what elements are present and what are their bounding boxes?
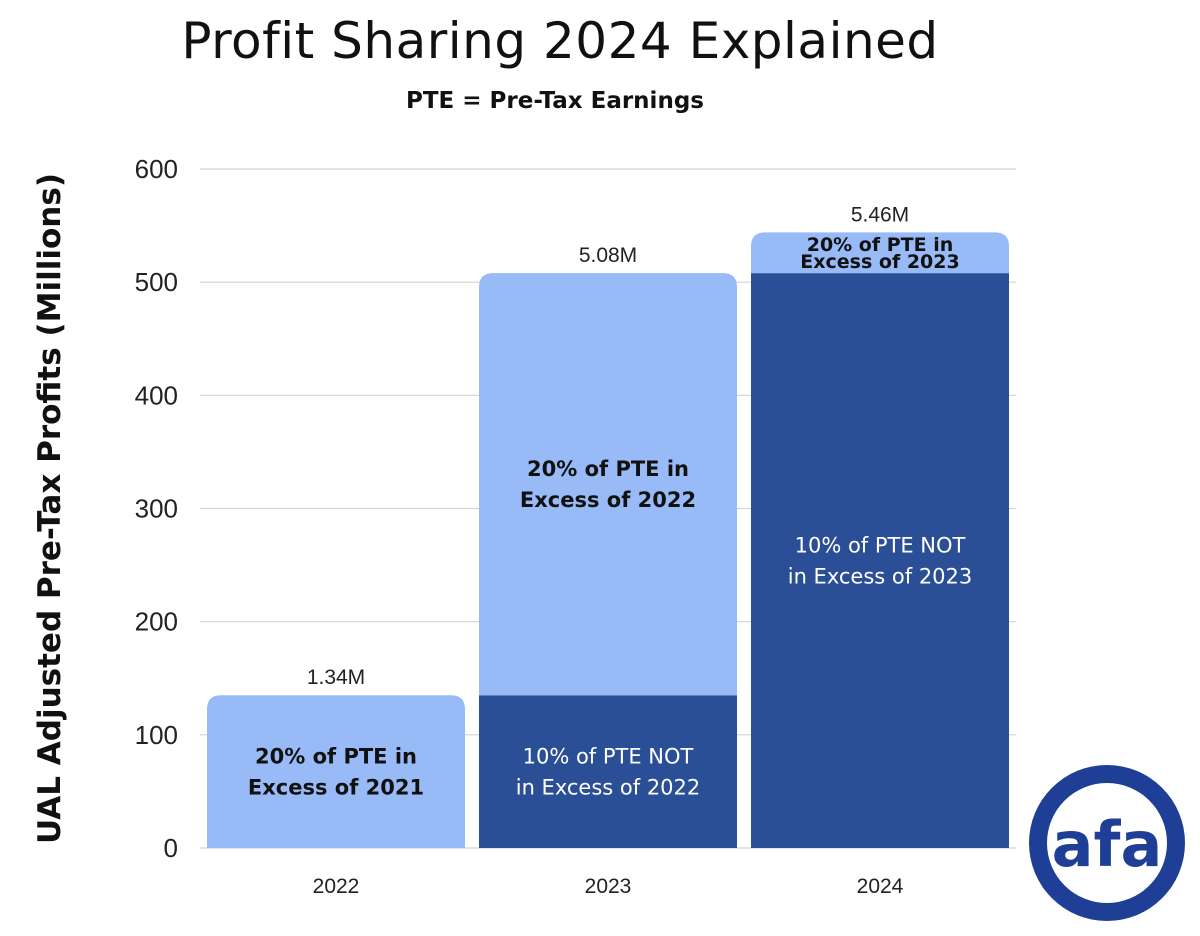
segment-label: 20% of PTE in [527,457,689,481]
segment-label: in Excess of 2022 [516,776,701,800]
x-tick-label: 2024 [857,875,904,898]
bar-segment [751,273,1009,848]
segment-label: 10% of PTE NOT [523,745,694,769]
y-tick-label: 300 [135,494,178,524]
y-axis-title: UAL Adjusted Pre-Tax Profits (Millions) [32,173,68,844]
logo-text: afa [1052,808,1163,881]
y-tick-label: 0 [164,833,178,863]
bar-segment [207,695,465,848]
bar-segment [479,695,737,848]
bar-segment [479,273,737,696]
chart-subtitle: PTE = Pre-Tax Earnings [406,88,704,114]
y-tick-label: 600 [135,154,178,184]
segment-label: Excess of 2023 [800,251,959,273]
bar-segment [751,232,1009,274]
segment-label: Excess of 2022 [520,488,696,512]
y-tick-label: 200 [135,607,178,637]
logo-badge [1029,765,1185,921]
y-tick-label: 500 [135,267,178,297]
bar-total-label: 1.34M [307,666,365,689]
segment-label: 10% of PTE NOT [795,534,966,558]
segment-label: 20% of PTE in [807,234,954,256]
segment-label: 20% of PTE in [255,745,417,769]
x-tick-label: 2023 [585,875,632,898]
segment-label: Excess of 2021 [248,776,424,800]
bar-total-label: 5.08M [579,244,637,267]
afa-logo: afa [1029,765,1185,921]
y-tick-label: 100 [135,720,178,750]
bar-total-label: 5.46M [851,203,909,226]
segment-label: in Excess of 2023 [788,565,973,589]
y-tick-label: 400 [135,380,178,410]
x-tick-label: 2022 [313,875,360,898]
chart-title: Profit Sharing 2024 Explained [181,12,939,70]
